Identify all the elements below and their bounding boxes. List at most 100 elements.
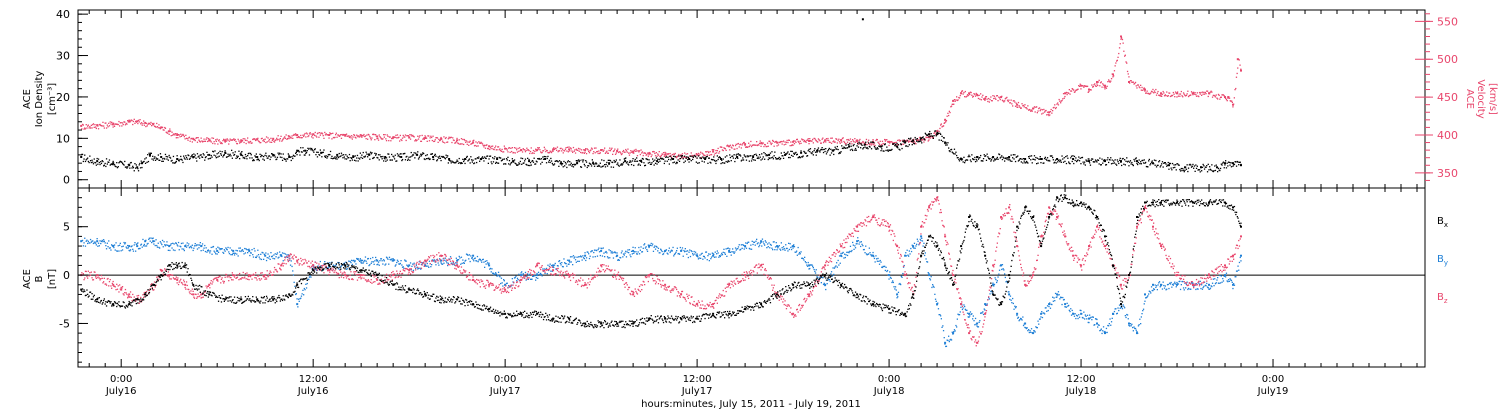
density-point [256, 156, 259, 158]
by-point [1208, 283, 1210, 286]
by-point [928, 274, 931, 277]
bx-point [616, 322, 619, 325]
by-point [360, 259, 363, 262]
b-field-legend: Bx By Bz [1437, 216, 1448, 305]
bz-point [600, 264, 603, 267]
bz-point [1192, 283, 1194, 286]
bz-point [1224, 264, 1226, 267]
x-tick-date-label: July16 [105, 386, 137, 397]
bx-point [1152, 201, 1154, 204]
by-point [808, 264, 811, 267]
bz-point [536, 264, 539, 267]
bx-point [1032, 216, 1035, 218]
velocity-point [296, 134, 299, 136]
velocity-point [1104, 84, 1106, 87]
velocity-point [344, 134, 347, 137]
bz-point [160, 269, 163, 272]
by-point [992, 283, 995, 286]
density-point [304, 149, 307, 152]
bx-point [96, 298, 99, 301]
bx-point [1000, 303, 1003, 306]
density-tick-label: 20 [56, 91, 70, 104]
by-point [648, 245, 651, 248]
velocity-point [808, 140, 811, 142]
density-axis-label-line-2: Ion Density [34, 71, 45, 128]
density-point [928, 133, 931, 136]
velocity-point [552, 148, 555, 151]
velocity-point [568, 148, 571, 151]
density-point [656, 160, 659, 163]
by-point [1096, 322, 1098, 325]
bx-point [1040, 245, 1043, 248]
bx-point [1160, 201, 1162, 204]
by-point [1008, 293, 1011, 296]
density-trace [81, 130, 1242, 173]
bottom-panel-x-ticks [88, 188, 1418, 367]
bx-point [344, 264, 347, 267]
x-tick-date-label: July18 [873, 386, 905, 397]
legend-bx: Bx [1437, 216, 1448, 229]
bz-point [288, 254, 291, 257]
bx-point [1008, 274, 1011, 277]
b-tick-label: 0 [63, 269, 70, 282]
magnetic-field-panel: -5 0 5 ACE B [nT] Bx By Bz [22, 187, 1448, 368]
density-point [640, 160, 643, 163]
bx-point [944, 264, 947, 267]
bz-point [1144, 206, 1146, 209]
density-axis-label-line-3: [cm⁻³] [47, 83, 58, 115]
density-point [912, 139, 915, 142]
velocity-point [424, 137, 427, 139]
density-point [128, 164, 131, 167]
bz-point [176, 278, 179, 281]
density-point [1168, 164, 1170, 167]
bx-point [256, 298, 259, 301]
bz-point [184, 283, 187, 286]
density-point [832, 149, 835, 152]
velocity-point [1192, 92, 1194, 95]
density-point [672, 158, 675, 160]
by-point [96, 240, 99, 243]
bx-point [1224, 201, 1226, 204]
velocity-point [128, 120, 131, 123]
x-tick-time-label: 0:00 [110, 374, 132, 385]
bx-point [992, 293, 995, 296]
velocity-point [712, 150, 715, 153]
bx-point [1112, 264, 1114, 267]
bx-series [80, 194, 1242, 329]
by-point [424, 264, 427, 267]
by-point [280, 254, 283, 257]
by-point [376, 259, 379, 262]
bz-point [944, 235, 947, 238]
by-point [896, 293, 899, 296]
density-point [560, 162, 563, 165]
bz-point [1136, 225, 1138, 228]
velocity-tick-label: 350 [1437, 167, 1458, 180]
velocity-point [80, 124, 83, 127]
density-axis-label-line-1: ACE [22, 89, 33, 109]
bz-point [1232, 254, 1234, 257]
density-tick-label: 30 [56, 50, 70, 63]
by-point [584, 254, 587, 257]
density-tick-label: 10 [56, 132, 70, 145]
bx-point [792, 283, 795, 286]
by-point [296, 303, 299, 306]
x-tick-date-label: July17 [489, 386, 521, 397]
bz-point [120, 288, 123, 291]
by-point [232, 249, 235, 252]
bz-point [984, 312, 987, 315]
velocity-point [328, 134, 331, 136]
density-outlier-point [861, 18, 864, 21]
velocity-point [112, 122, 115, 125]
by-point [216, 249, 219, 252]
by-point [536, 274, 539, 277]
density-point [1240, 164, 1242, 167]
by-point [408, 264, 411, 267]
bz-point [1104, 245, 1106, 248]
velocity-point [760, 142, 763, 145]
density-point [1024, 158, 1027, 160]
by-point [1176, 283, 1178, 286]
velocity-point [1096, 81, 1098, 83]
by-point [912, 245, 915, 248]
by-point [776, 245, 779, 248]
x-tick-time-label: 12:00 [683, 374, 712, 385]
